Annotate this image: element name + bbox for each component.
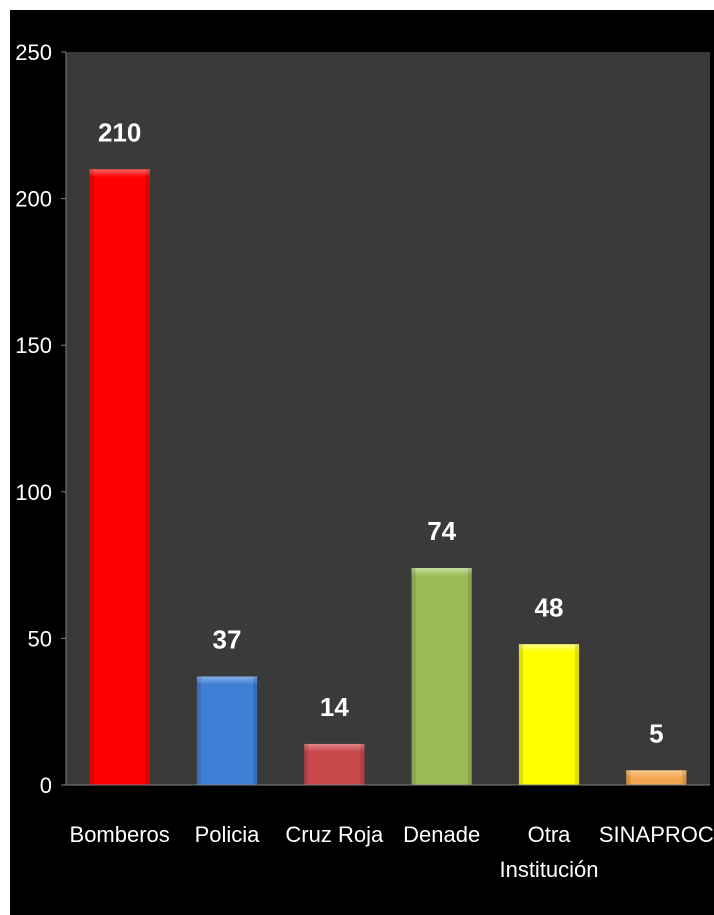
bar-shade-right [467,568,472,785]
bar-highlight [518,644,580,653]
bar-bomberos [89,169,150,785]
data-label: 14 [320,692,349,722]
bar-shade-right [682,770,687,785]
bar-shade-left [89,169,94,785]
y-tick-label: 0 [40,773,52,798]
bar-shade-left [196,676,201,785]
data-label: 48 [535,592,564,622]
value-labels: 210 37 14 74 48 5 [98,117,664,748]
x-tick-label: Denade [403,822,480,847]
x-tick-label: SINAPROC [599,822,714,847]
bar-shade-left [411,568,416,785]
data-label: 210 [98,117,141,147]
data-label: 74 [427,516,456,546]
bar-chart: 0 50 100 150 200 250 210 37 14 74 48 5 Bomberos Pol… [15,40,714,882]
bar-otra-institución [518,644,580,785]
bar-shade-right [145,169,150,785]
data-label: 37 [213,625,242,655]
data-label: 5 [649,718,663,748]
y-tick-label: 200 [15,187,52,212]
bar-shade-right [360,743,365,785]
bar-shade-left [626,770,631,785]
y-tick-label: 50 [28,626,52,651]
y-axis: 0 50 100 150 200 250 [15,40,67,798]
bars [89,169,687,785]
y-tick-label: 100 [15,480,52,505]
bar-shade-left [304,743,309,785]
bar-highlight [196,676,258,685]
bar-highlight [411,568,472,577]
x-tick-label: Otra [528,822,572,847]
x-tick-label: Bomberos [70,822,170,847]
chart-frame: 0 50 100 150 200 250 210 37 14 74 48 5 Bomberos Pol… [10,10,714,915]
y-tick-label: 150 [15,333,52,358]
x-tick-label: Institución [499,857,598,882]
bar-shade-right [253,676,258,785]
bar-shade-left [518,644,523,785]
bar-highlight [89,169,150,178]
x-axis: Bomberos Policia Cruz Roja Denade Otra Instit… [66,784,714,882]
x-tick-label: Cruz Roja [285,822,384,847]
bar-highlight [304,743,365,752]
x-tick-label: Policia [195,822,261,847]
bar-denade [411,568,472,785]
bar-highlight [626,770,687,779]
bar-shade-right [575,644,580,785]
bar-policia [196,676,258,785]
plot-area [66,52,710,785]
y-tick-label: 250 [15,40,52,65]
